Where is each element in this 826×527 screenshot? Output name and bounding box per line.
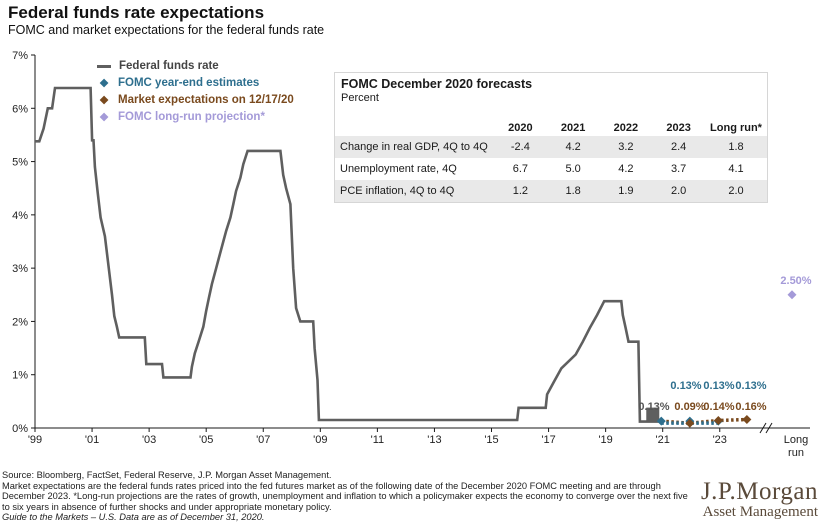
x-tick-label-long-run: run	[788, 447, 804, 459]
table-row: PCE inflation, 4Q to 4Q 1.2 1.8 1.9 2.0 …	[335, 180, 767, 202]
row-label: Unemployment rate, 4Q	[340, 163, 457, 175]
table-row: Change in real GDP, 4Q to 4Q -2.4 4.2 3.…	[335, 136, 767, 158]
market-expectation-label: 0.09%	[674, 401, 705, 413]
table-cell: 4.1	[728, 163, 744, 175]
forecast-table-subtitle: Percent	[341, 92, 379, 104]
table-header-blank	[335, 106, 494, 136]
legend-item-long-run: ◆ FOMC long-run projection*	[96, 109, 294, 126]
chart-subtitle: FOMC and market expectations for the fed…	[8, 23, 325, 37]
diamond-icon: ◆	[99, 94, 109, 106]
table-cell: 2.0	[728, 185, 744, 197]
market-expectation-point	[742, 414, 752, 424]
legend-label: FOMC long-run projection*	[118, 111, 265, 123]
market-expectation-point	[685, 418, 695, 428]
fed-funds-line	[35, 86, 662, 423]
table-cell: 1.8	[565, 185, 581, 197]
x-tick-label: '11	[371, 434, 385, 446]
fomc-estimate-point	[656, 416, 666, 426]
logo-name: J.P.Morgan	[700, 478, 818, 505]
table-header-row: 2020 2021 2022 2023 Long run*	[335, 106, 767, 136]
legend-item-fed-funds: Federal funds rate	[96, 58, 294, 75]
table-header: 2020	[508, 122, 533, 134]
y-tick-label: 2%	[12, 316, 28, 328]
market-expectation-label: 0.16%	[735, 401, 766, 413]
legend-label: Federal funds rate	[119, 60, 219, 72]
footer-note: Market expectations are the federal fund…	[2, 480, 688, 512]
forecast-table-title: FOMC December 2020 forecasts	[341, 77, 533, 91]
x-tick-label: '07	[256, 434, 270, 446]
legend-item-fomc: ◆ FOMC year-end estimates	[96, 75, 294, 92]
row-label: PCE inflation, 4Q to 4Q	[340, 185, 455, 197]
forecast-table: 2020 2021 2022 2023 Long run* Change in …	[335, 106, 767, 202]
table-cell: 3.7	[670, 163, 687, 175]
table-cell: 1.8	[728, 141, 744, 153]
y-tick-label: 7%	[12, 50, 28, 62]
fed-funds-end-marker	[646, 407, 660, 422]
axis-break-mark	[765, 422, 773, 434]
logo-sub: Asset Management	[702, 504, 818, 520]
y-tick-label: 5%	[12, 157, 28, 169]
table-cell: 1.9	[618, 185, 634, 197]
market-expectations-path	[661, 417, 747, 425]
footer: Source: Bloomberg, FactSet, Federal Rese…	[2, 470, 692, 523]
table-row: Unemployment rate, 4Q 6.7 5.0 4.2 3.7 4.…	[335, 158, 767, 180]
y-tick-label: 4%	[12, 210, 28, 222]
market-expectation-label: 0.13%	[638, 401, 669, 413]
footer-source: Source: Bloomberg, FactSet, Federal Rese…	[2, 470, 332, 480]
x-tick-label: '13	[427, 434, 441, 446]
legend-line-swatch	[97, 65, 111, 68]
legend: Federal funds rate ◆ FOMC year-end estim…	[96, 58, 294, 126]
table-cell: 3.2	[618, 141, 634, 153]
x-tick-label: '23	[713, 434, 727, 446]
x-tick-label: '17	[541, 434, 555, 446]
x-tick-label: '09	[313, 434, 327, 446]
chart-title: Federal funds rate expectations	[8, 3, 265, 22]
y-tick-label: 0%	[12, 423, 28, 435]
forecast-table-panel: FOMC December 2020 forecasts Percent 202…	[334, 72, 768, 203]
x-tick-label: '03	[142, 434, 156, 446]
fomc-estimate-label: 0.13%	[670, 380, 701, 392]
x-tick-label: '99	[28, 434, 42, 446]
table-header: 2021	[560, 122, 586, 134]
long-run-projection-point	[787, 290, 797, 300]
table-header: 2023	[666, 122, 691, 134]
chart-svg: 0% 1% 2% 3% 4% 5% 6% 7% '99 '01 '03 '05 '07 '09 '11 '13…	[12, 50, 812, 459]
x-tick-label: '15	[484, 434, 498, 446]
y-tick-label: 6%	[12, 103, 28, 115]
diamond-icon: ◆	[99, 77, 109, 89]
fomc-estimate-label: 0.13%	[703, 380, 734, 392]
market-expectation-label: 0.14%	[703, 401, 734, 413]
table-cell: 2.0	[670, 185, 687, 197]
footer-gtm: Guide to the Markets – U.S. Data are as …	[2, 512, 265, 523]
legend-item-market: ◆ Market expectations on 12/17/20	[96, 92, 294, 109]
x-tick-label-long-run: Long	[784, 434, 808, 446]
table-cell: -2.4	[510, 141, 530, 153]
axis-break-mark	[759, 422, 767, 434]
jpmorgan-logo: J.P.Morgan Asset Management	[701, 478, 818, 521]
table-cell: 4.2	[565, 141, 581, 153]
row-label: Change in real GDP, 4Q to 4Q	[340, 141, 488, 153]
table-cell: 1.2	[512, 185, 529, 197]
table-header: Long run*	[710, 122, 762, 134]
table-header: 2022	[613, 122, 639, 134]
fomc-estimate-label: 0.13%	[735, 380, 766, 392]
market-expectation-point	[713, 416, 723, 426]
table-cell: 5.0	[565, 163, 581, 175]
x-tick-label: '05	[199, 434, 213, 446]
long-run-projection-label: 2.50%	[780, 275, 811, 287]
y-tick-label: 3%	[12, 263, 28, 275]
table-cell: 2.4	[670, 141, 687, 153]
x-tick-label: '19	[598, 434, 612, 446]
x-tick-label: '21	[656, 434, 670, 446]
diamond-icon: ◆	[99, 111, 109, 123]
legend-label: Market expectations on 12/17/20	[118, 94, 294, 106]
y-tick-label: 1%	[12, 370, 28, 382]
legend-label: FOMC year-end estimates	[118, 77, 260, 89]
table-cell: 4.2	[618, 163, 634, 175]
x-tick-label: '01	[85, 434, 99, 446]
table-cell: 6.7	[512, 163, 529, 175]
